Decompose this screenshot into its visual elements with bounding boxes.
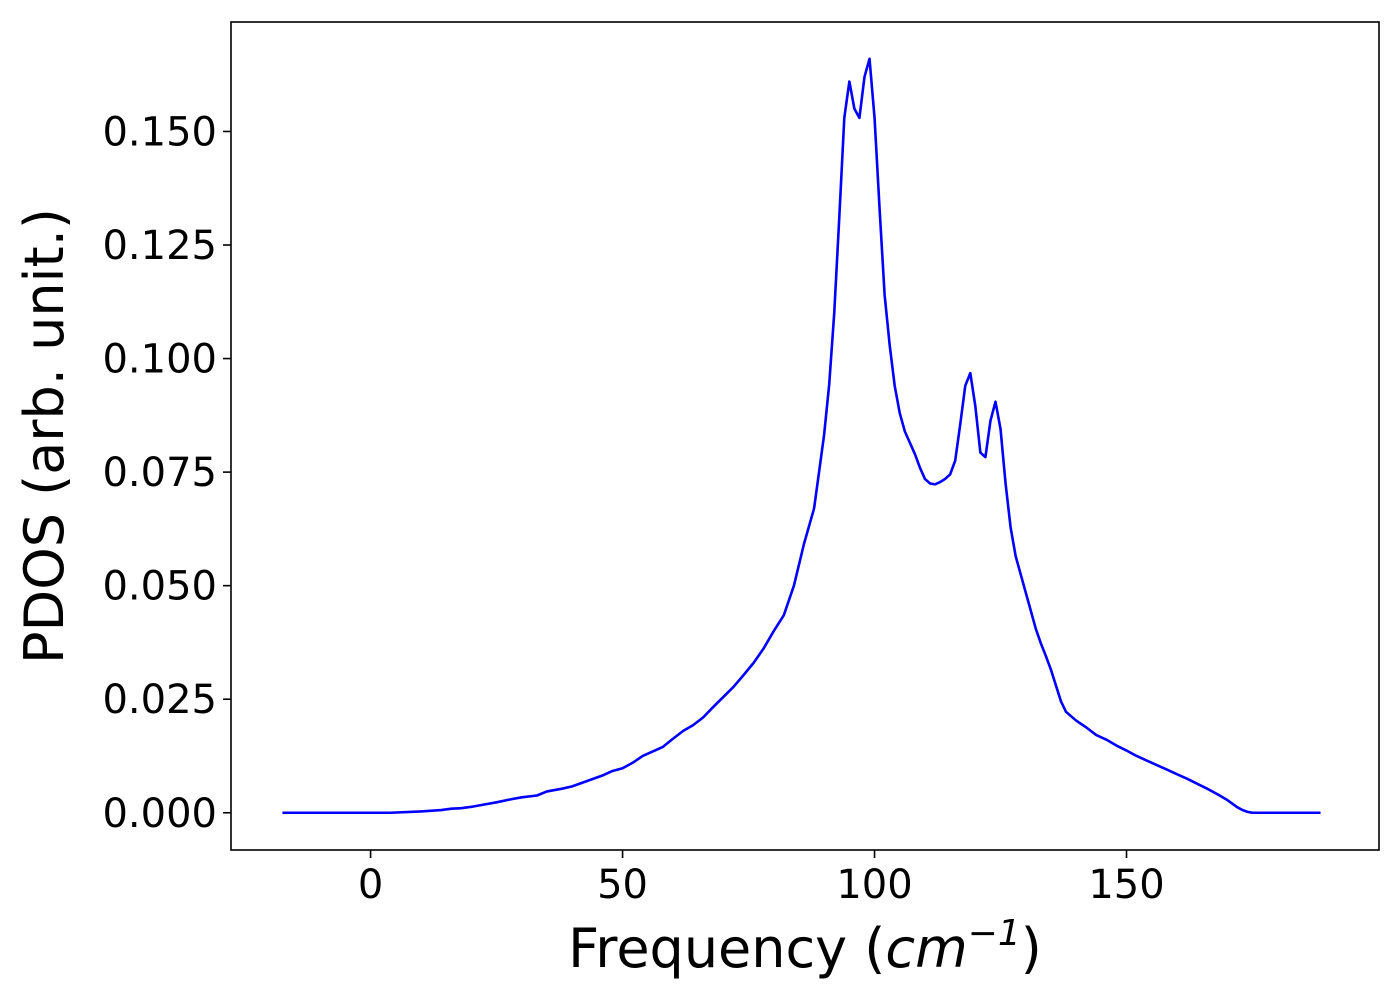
x-tick-label: 100 [836, 862, 912, 908]
x-tick-label: 0 [358, 862, 383, 908]
y-tick-label: 0.025 [102, 677, 217, 723]
x-axis-label-prefix: Frequency ( [568, 917, 885, 980]
x-axis-label-exponent: −1 [968, 913, 1021, 954]
x-axis: 0 50 100 150 [358, 850, 1165, 908]
x-tick-label: 150 [1088, 862, 1164, 908]
plot-area [282, 57, 1321, 815]
x-axis-label-suffix: ) [1021, 917, 1042, 980]
y-tick-label: 0.050 [102, 564, 217, 610]
x-tick-label: 50 [597, 862, 648, 908]
y-tick-label: 0.150 [102, 109, 217, 155]
y-tick-label: 0.000 [102, 791, 217, 837]
y-tick-label: 0.075 [102, 450, 217, 496]
y-axis: 0.000 0.025 0.050 0.075 0.100 0.125 0.150 [102, 109, 231, 837]
plot-frame [230, 21, 1380, 851]
x-axis-label-unit: cm [885, 917, 967, 980]
series-line-0 [282, 57, 1321, 815]
y-axis-label: PDOS (arb. unit.) [13, 208, 76, 664]
y-tick-label: 0.100 [102, 337, 217, 383]
y-tick-label: 0.125 [102, 223, 217, 269]
x-axis-label: Frequency (cm−1) [568, 913, 1042, 980]
